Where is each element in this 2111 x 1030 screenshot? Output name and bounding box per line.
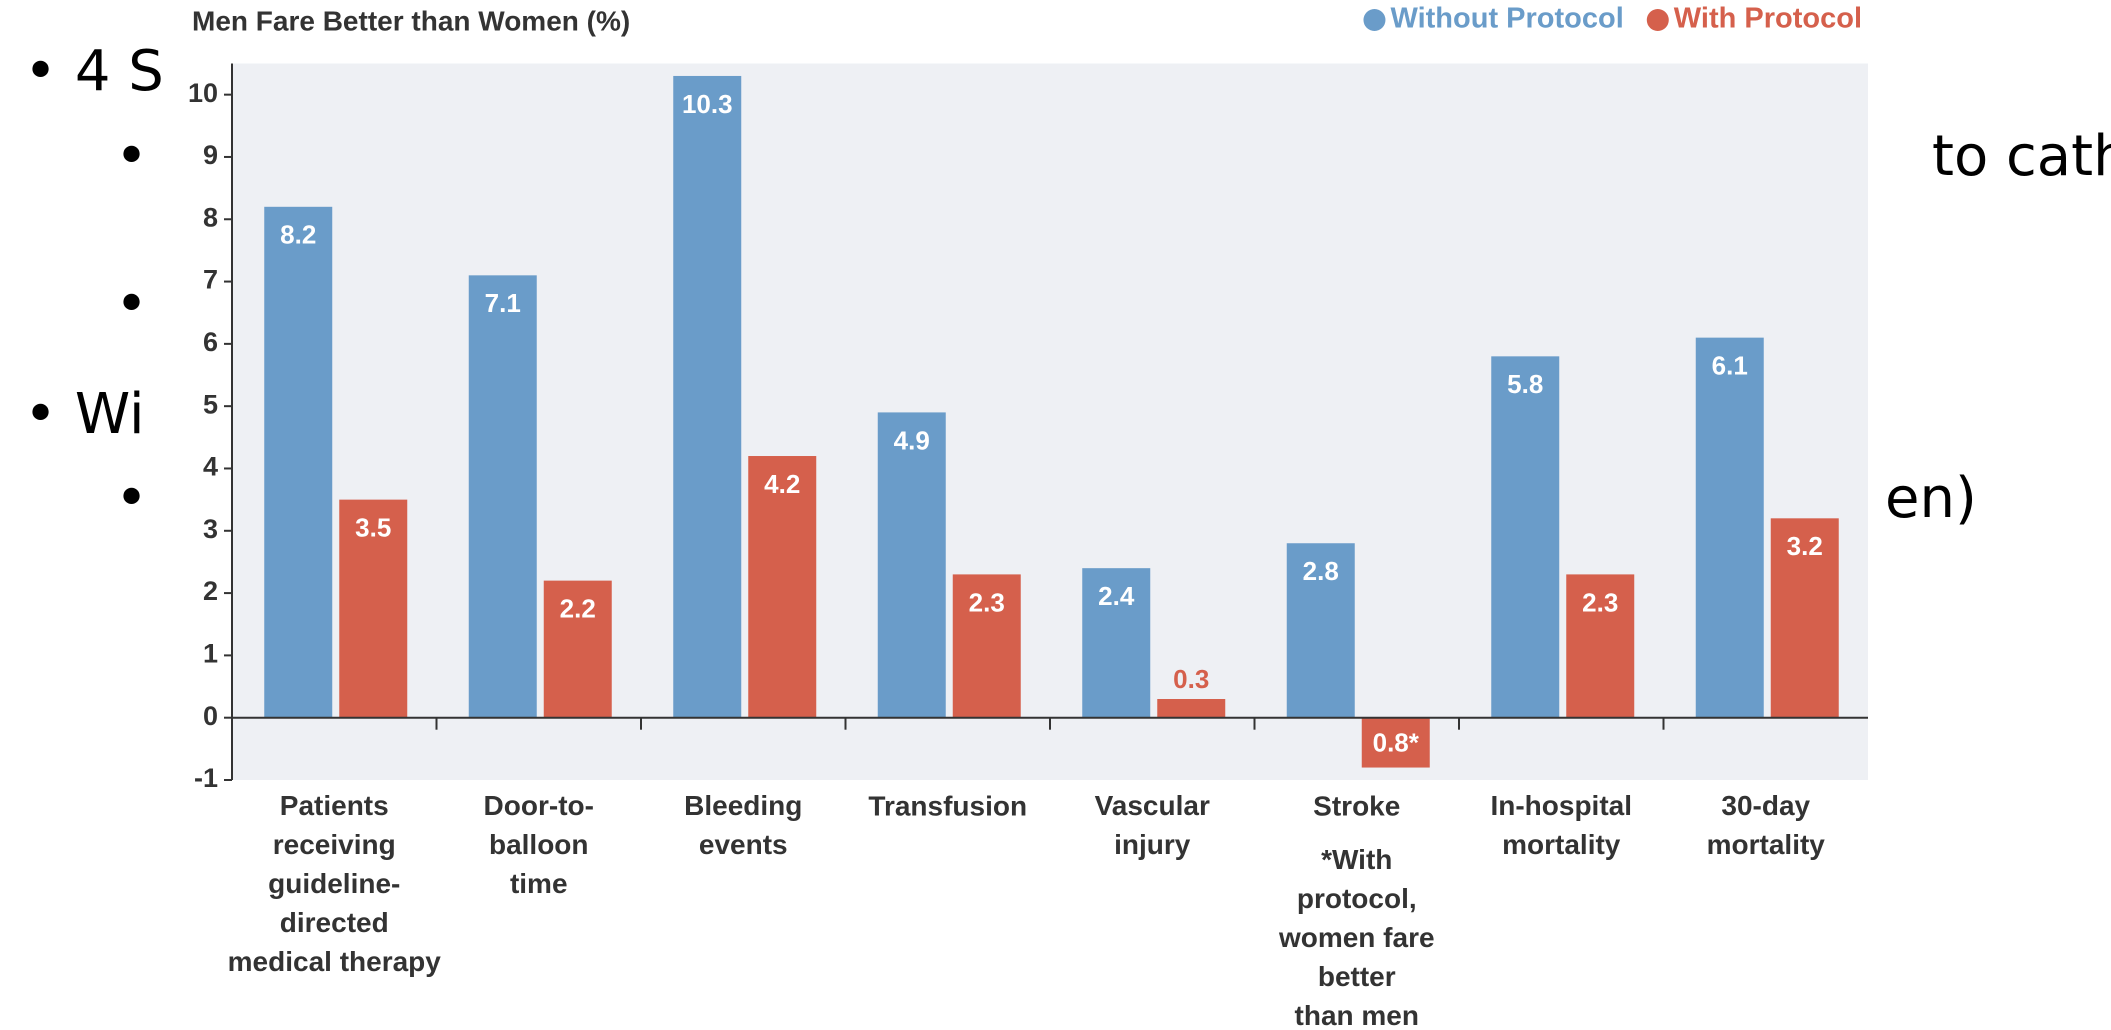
y-tick-label: 7: [203, 265, 218, 295]
x-tick-label: Bleeding events: [684, 790, 802, 860]
legend-label: Without Protocol: [1390, 3, 1623, 35]
value-label: 2.8: [1303, 556, 1339, 586]
value-label: 8.2: [280, 220, 316, 250]
chart-title: Men Fare Better than Women (%): [192, 5, 630, 36]
value-label: 2.4: [1098, 581, 1135, 611]
bar: [952, 574, 1021, 718]
x-tick-label: In-hospital mortality: [1490, 790, 1632, 860]
slide-text: • Wi: [24, 382, 145, 447]
legend-label: With Protocol: [1674, 3, 1862, 35]
y-tick-label: 10: [188, 78, 218, 108]
annotation: *With protocol, women fare better than men: [1278, 844, 1435, 1030]
value-label: 2.3: [1582, 587, 1618, 617]
value-label: 0.8*: [1373, 727, 1420, 757]
x-tick-label: Stroke: [1313, 790, 1400, 821]
y-tick-label: 1: [203, 639, 218, 669]
bar: [543, 580, 612, 718]
bar: [1286, 543, 1355, 718]
y-tick-label: 9: [203, 140, 218, 170]
bar: [1566, 574, 1635, 718]
y-tick-label: 6: [203, 327, 218, 357]
x-tick-label: Transfusion: [868, 790, 1027, 821]
y-tick-label: 2: [203, 576, 218, 606]
x-tick-label: 30-day mortality: [1707, 790, 1826, 860]
value-label: 2.3: [969, 587, 1005, 617]
bar: [1361, 717, 1430, 768]
value-label: 4.9: [894, 425, 930, 455]
value-label: 10.3: [682, 89, 733, 119]
bar: [1770, 518, 1839, 718]
bar: [1695, 337, 1764, 718]
y-tick-label: 4: [203, 452, 218, 482]
bar: [748, 456, 817, 718]
y-tick-label: 0: [203, 701, 218, 731]
bar: [264, 206, 333, 718]
bar: [339, 499, 408, 718]
bar: [468, 275, 537, 718]
slide-text: •: [115, 466, 148, 531]
y-tick-label: -1: [194, 763, 218, 793]
value-label: 6.1: [1712, 351, 1748, 381]
bar: [1491, 356, 1560, 718]
y-tick-label: 8: [203, 202, 218, 232]
value-label: 5.8: [1507, 369, 1543, 399]
y-tick-label: 3: [203, 514, 218, 544]
slide-text: •: [115, 272, 148, 337]
bar: [1082, 568, 1151, 718]
x-tick-label: Door-to-balloon time: [484, 790, 594, 899]
slide-text: •: [115, 124, 148, 189]
legend-marker: [1646, 9, 1669, 31]
slide-text: to cath: [1932, 124, 2111, 189]
value-label: 3.2: [1787, 531, 1823, 561]
value-label: 7.1: [485, 288, 521, 318]
y-tick-label: 5: [203, 389, 218, 419]
bar: [1157, 699, 1226, 718]
value-label: 4.2: [764, 469, 800, 499]
bar: [673, 75, 742, 718]
slide-text: • 4 S: [24, 39, 164, 104]
legend-marker: [1363, 9, 1386, 31]
value-label: 0.3: [1173, 664, 1209, 694]
x-tick-label: Vascular injury: [1095, 790, 1210, 860]
value-label: 2.2: [560, 594, 596, 624]
bar: [877, 412, 946, 718]
x-tick-label: Patients receiving guideline-directed medic…: [228, 790, 442, 977]
value-label: 3.5: [355, 513, 391, 543]
slide-text: en): [1885, 466, 1977, 531]
